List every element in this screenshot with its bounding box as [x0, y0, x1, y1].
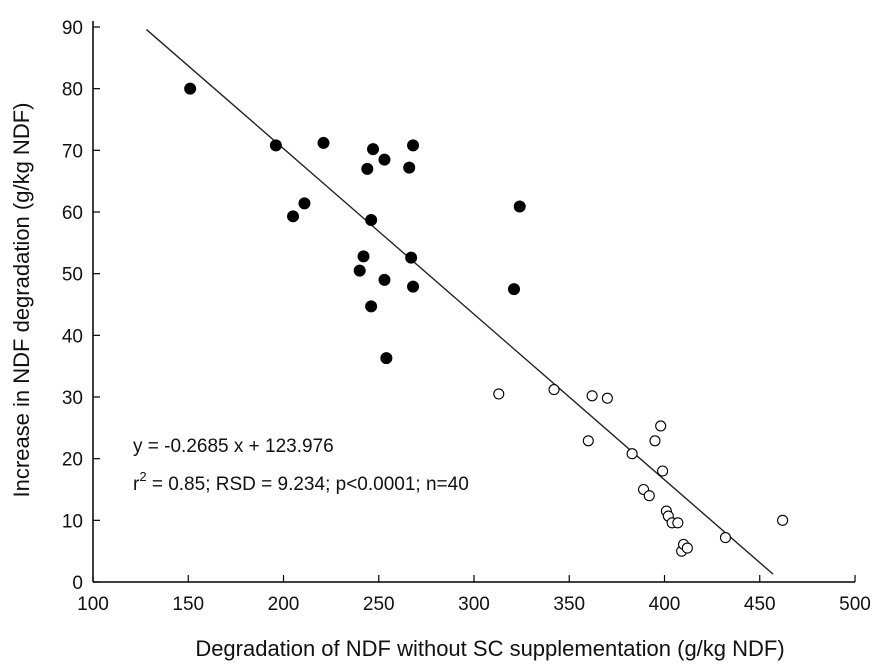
- x-tick-label: 150: [172, 594, 204, 615]
- y-tick-label: 90: [62, 18, 83, 39]
- x-axis-title: Degradation of NDF without SC supplement…: [195, 636, 784, 661]
- filled-data-point: [407, 139, 420, 152]
- filled-data-point: [378, 273, 391, 286]
- open-data-point: [548, 384, 560, 396]
- stats-rest: = 0.85; RSD = 9.234; p<0.0001; n=40: [147, 474, 469, 495]
- filled-data-point: [357, 250, 370, 263]
- open-data-point: [777, 514, 789, 526]
- open-data-point: [643, 490, 655, 502]
- filled-data-point: [513, 200, 526, 213]
- x-tick-label: 350: [553, 594, 585, 615]
- y-tick-label: 70: [62, 141, 83, 162]
- filled-data-point: [317, 136, 330, 149]
- equation-annotation: y = -0.2685 x + 123.976: [133, 436, 334, 457]
- filled-data-point: [184, 82, 197, 95]
- open-data-point: [626, 448, 638, 460]
- filled-data-point: [353, 264, 366, 277]
- open-data-point: [681, 542, 693, 554]
- filled-data-point: [508, 283, 521, 296]
- y-tick-label: 80: [62, 80, 83, 101]
- filled-data-point: [365, 214, 378, 227]
- filled-data-point: [378, 153, 391, 166]
- y-tick-label: 50: [62, 265, 83, 286]
- open-data-point: [657, 465, 669, 477]
- open-data-point: [672, 517, 684, 529]
- open-data-point: [655, 420, 667, 432]
- filled-data-point: [380, 352, 393, 365]
- open-data-point: [601, 392, 613, 404]
- y-tick-label: 0: [72, 573, 83, 594]
- axes: [92, 21, 855, 583]
- stats-superscript: 2: [139, 469, 146, 484]
- y-tick-label: 40: [62, 326, 83, 347]
- x-tick-label: 300: [458, 594, 490, 615]
- stats-r: r: [133, 474, 140, 495]
- filled-data-point: [361, 162, 374, 175]
- open-data-point: [493, 388, 505, 400]
- filled-data-point: [269, 139, 282, 152]
- y-ticks: 0 10 20 30 40 50 60 70 80 90: [62, 18, 100, 594]
- x-tick-label: 200: [268, 594, 300, 615]
- x-ticks: 100 150 200 250 300 350 400 450 500: [77, 575, 871, 615]
- filled-data-point: [403, 161, 416, 174]
- y-tick-label: 30: [62, 388, 83, 409]
- y-tick-label: 20: [62, 450, 83, 471]
- y-tick-label: 10: [62, 511, 83, 532]
- open-data-point: [719, 532, 732, 544]
- open-data-point: [586, 390, 598, 402]
- filled-data-point: [365, 300, 378, 313]
- stats-annotation: r2 = 0.85; RSD = 9.234; p<0.0001; n=40: [133, 469, 469, 495]
- open-data-point: [649, 435, 661, 447]
- filled-data-point: [407, 280, 420, 293]
- x-tick-label: 450: [744, 594, 776, 615]
- x-tick-label: 250: [363, 594, 395, 615]
- open-data-point: [582, 435, 594, 447]
- filled-data-point: [367, 143, 380, 156]
- filled-data-point: [405, 251, 418, 264]
- data-points: [184, 82, 789, 557]
- filled-data-point: [298, 197, 311, 210]
- x-tick-label: 400: [649, 594, 681, 615]
- trendline: [145, 28, 774, 575]
- y-tick-label: 60: [62, 203, 83, 224]
- x-tick-label: 500: [839, 594, 871, 615]
- filled-data-point: [287, 210, 300, 223]
- y-axis-title: Increase in NDF degradation (g/kg NDF): [9, 103, 34, 498]
- x-tick-label: 100: [77, 594, 109, 615]
